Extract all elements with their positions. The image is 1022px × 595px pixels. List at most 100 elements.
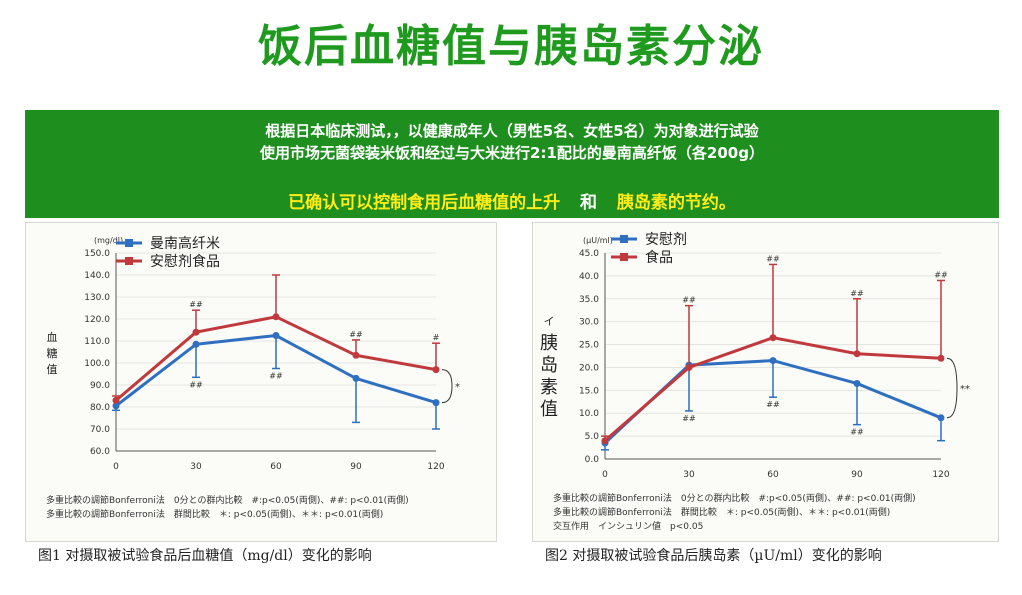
highlight-glucose: 已确认可以控制食用后血糖值的上升 — [288, 193, 561, 213]
y-tick-label: 5.0 — [585, 432, 600, 442]
footnote: 多重比較の調節Bonferroni法 0分との群内比較 #:p<0.05(両側)… — [553, 492, 916, 504]
y-tick-label: 120.0 — [84, 315, 110, 325]
glucose-chart-caption: 图1 对摄取被试验食品后血糖值（mg/dl）变化的影响 — [38, 548, 372, 564]
data-point — [432, 366, 440, 374]
data-point — [352, 374, 360, 382]
data-point — [853, 350, 861, 358]
y-tick-label: 60.0 — [90, 447, 110, 457]
footnote: 多重比較の調節Bonferroni法 群間比較 ＊: p<0.05(両側)、＊＊… — [553, 506, 890, 518]
y-axis-label-char: 值 — [540, 399, 558, 420]
significance-mark: ## — [766, 254, 780, 263]
legend-label: 食品 — [645, 249, 673, 266]
significance-mark: ## — [850, 428, 864, 437]
y-tick-label: 30.0 — [579, 318, 599, 328]
data-point — [685, 363, 693, 371]
y-tick-label: 150.0 — [84, 249, 110, 259]
footnote: 多重比較の調節Bonferroni法 0分との群内比較 #:p<0.05(両側)… — [46, 494, 409, 506]
legend-marker — [620, 235, 628, 243]
y-tick-label: 45.0 — [579, 249, 599, 259]
data-point — [112, 396, 120, 404]
significance-mark: ## — [189, 380, 203, 389]
data-point — [112, 402, 120, 410]
legend-marker — [125, 257, 133, 265]
y-tick-label: 10.0 — [579, 409, 599, 419]
data-point — [769, 357, 777, 365]
y-tick-label: 25.0 — [579, 341, 599, 351]
x-tick-label: 90 — [851, 470, 863, 480]
significance-mark: ## — [269, 372, 283, 381]
y-tick-label: 140.0 — [84, 271, 110, 281]
data-point — [601, 437, 609, 445]
legend-marker — [620, 253, 628, 261]
y-tick-label: 80.0 — [90, 403, 110, 413]
x-tick-label: 30 — [190, 462, 202, 472]
insulin-chart: 0.0 5.0 10.0 15.0 20.0 25.0 30.0 35.0 40.0 45.0 0 3… — [540, 231, 970, 532]
data-point — [272, 313, 280, 321]
info-banner: 根据日本临床测试，，以健康成年人（男性5名、女性5名）为对象进行试验 使用市场无… — [25, 110, 999, 218]
significance-mark: ## — [850, 289, 864, 298]
glucose-chart-panel: 60.0 70.0 80.0 90.0 100.0 110.0 120.0 130.0 140.… — [25, 222, 497, 542]
data-point — [192, 340, 200, 348]
data-point — [769, 334, 777, 342]
page-title: 饭后血糖值与胰岛素分泌 — [258, 21, 764, 72]
x-tick-label: 30 — [683, 470, 695, 480]
significance-mark: ## — [349, 330, 363, 339]
data-point — [352, 351, 360, 359]
y-tick-label: 35.0 — [579, 295, 599, 305]
y-unit-label: (mg/dl) — [94, 236, 123, 245]
y-tick-label: 20.0 — [579, 363, 599, 373]
significance-mark: ## — [682, 414, 696, 423]
legend-label: 安慰剂食品 — [150, 253, 220, 270]
y-unit-label: (μU/ml) — [583, 236, 613, 245]
data-point — [272, 332, 280, 339]
y-tick-label: 0.0 — [585, 455, 600, 465]
footnote: 多重比較の調節Bonferroni法 群間比較 ＊: p<0.05(両側)、＊＊… — [46, 508, 383, 520]
legend-label: 安慰剂 — [645, 231, 687, 248]
y-tick-label: 100.0 — [84, 359, 110, 369]
y-axis-label-char: 血 — [47, 330, 58, 344]
y-axis-mark: イ — [544, 315, 555, 328]
significance-mark: ## — [934, 270, 948, 279]
x-tick-label: 90 — [350, 462, 362, 472]
data-point — [432, 399, 440, 407]
highlight-insulin: 胰岛素的节约。 — [616, 193, 736, 213]
legend-marker — [125, 239, 133, 247]
y-axis-label-char: 糖 — [47, 346, 58, 360]
glucose-chart: 60.0 70.0 80.0 90.0 100.0 110.0 120.0 130.0 140.… — [46, 235, 460, 520]
y-tick-label: 70.0 — [90, 425, 110, 435]
y-axis-label-char: 胰 — [540, 333, 558, 354]
significance-mark: ## — [682, 296, 696, 305]
y-tick-label: 90.0 — [90, 381, 110, 391]
x-tick-label: 60 — [270, 462, 282, 472]
y-tick-label: 15.0 — [579, 386, 599, 396]
x-tick-label: 0 — [602, 470, 608, 480]
significance-mark: ## — [189, 300, 203, 309]
significance-mark: ## — [766, 400, 780, 409]
y-tick-label: 40.0 — [579, 272, 599, 282]
data-point — [192, 328, 200, 336]
x-tick-label: 60 — [767, 470, 779, 480]
group-bracket — [441, 369, 453, 404]
data-point — [853, 379, 861, 387]
data-point — [937, 354, 945, 362]
highlight-conjunction: 和 — [580, 193, 597, 213]
y-tick-label: 110.0 — [84, 337, 110, 347]
group-bracket — [946, 357, 958, 419]
x-tick-label: 120 — [932, 470, 949, 480]
banner-line-2: 使用市场无菌袋装米饭和经过与大米进行2:1配比的曼南高纤饭（各200g） — [260, 144, 764, 162]
x-tick-label: 120 — [427, 462, 444, 472]
legend-label: 曼南高纤米 — [150, 235, 220, 252]
significance-mark: # — [433, 333, 440, 342]
banner-highlight: 已确认可以控制食用后血糖值的上升 和 胰岛素的节约。 — [25, 188, 999, 213]
data-point — [937, 414, 945, 422]
y-axis-label-char: 素 — [540, 377, 558, 398]
banner-line-1: 根据日本临床测试，，以健康成年人（男性5名、女性5名）为对象进行试验 — [265, 122, 759, 140]
insulin-chart-panel: 0.0 5.0 10.0 15.0 20.0 25.0 30.0 35.0 40.0 45.0 0 3… — [532, 222, 999, 542]
y-axis-label-char: 岛 — [540, 355, 558, 376]
x-tick-label: 0 — [113, 462, 119, 472]
insulin-chart-caption: 图2 对摄取被试验食品后胰岛素（µU/ml）变化的影响 — [545, 548, 882, 564]
bracket-significance: * — [455, 382, 460, 393]
bracket-significance: ** — [960, 384, 970, 395]
y-tick-label: 130.0 — [84, 293, 110, 303]
footnote: 交互作用 インシュリン値 p<0.05 — [553, 520, 703, 532]
